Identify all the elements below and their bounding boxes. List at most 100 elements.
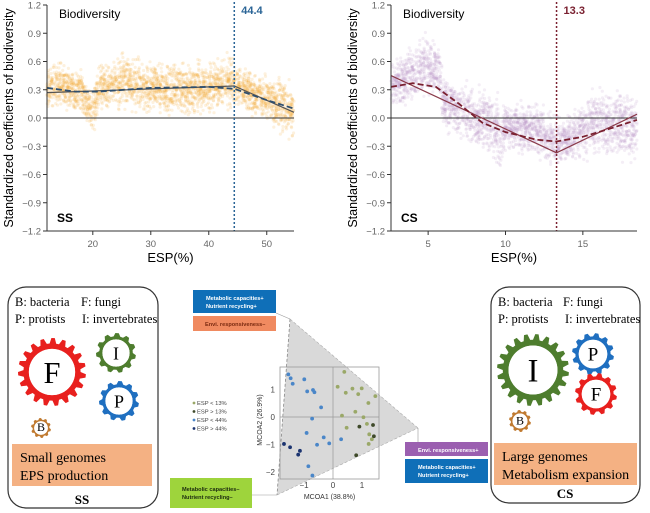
cloud-point (285, 102, 290, 106)
cloud-point (169, 66, 173, 70)
cloud-point (113, 86, 117, 90)
cloud-point (161, 78, 165, 82)
cloud-point (56, 85, 60, 89)
cloud-point (178, 71, 182, 75)
cloud-point (286, 122, 290, 126)
cloud-point (218, 77, 222, 81)
cloud-point (150, 82, 154, 86)
cloud-point (183, 95, 188, 100)
cloud-point (264, 104, 268, 108)
cloud-point (145, 78, 149, 82)
cloud-point (289, 93, 293, 97)
ss-biodiversity-chart: 44.4−1.2−0.9−0.6−0.30.00.30.60.91.220 30 4… (2, 1, 296, 265)
cloud-point (250, 77, 254, 81)
cloud-point (237, 94, 241, 99)
cloud-point (172, 94, 176, 98)
cloud-point (197, 75, 201, 79)
cloud-point (247, 106, 251, 110)
cloud-point (243, 84, 247, 88)
cloud-point (254, 102, 258, 106)
cloud-point (82, 107, 86, 111)
cloud-point (47, 79, 51, 83)
cloud-point (87, 112, 91, 116)
cloud-point (247, 79, 251, 83)
cloud-point (79, 83, 83, 87)
cloud-point (131, 91, 135, 95)
cloud-point (288, 113, 292, 117)
cloud-point (520, 152, 525, 156)
cloud-point (105, 85, 109, 89)
cloud-point (211, 61, 215, 65)
cloud-point (198, 89, 202, 93)
cloud-point (51, 104, 55, 108)
cloud-point (168, 100, 172, 104)
cloud-point (602, 122, 606, 126)
cloud-point (214, 65, 218, 69)
cloud-point (112, 78, 116, 83)
cloud-point (444, 87, 448, 91)
cloud-point (212, 94, 216, 98)
cloud-point (216, 91, 220, 95)
cloud-point (114, 77, 118, 81)
cloud-point (278, 84, 282, 88)
cloud-point (176, 79, 180, 83)
y-tick-label: −1.2 (22, 227, 41, 238)
cloud-point (455, 130, 459, 134)
cloud-point (214, 88, 218, 92)
cloud-point (248, 83, 252, 87)
cloud-point (126, 76, 130, 80)
cloud-point (411, 59, 415, 63)
cloud-point (549, 162, 553, 166)
cloud-point (241, 94, 245, 98)
cloud-point (213, 78, 217, 82)
cloud-point (141, 75, 145, 79)
cloud-point (125, 68, 129, 72)
cloud-point (216, 77, 220, 82)
cloud-point (593, 107, 598, 111)
cloud-point (218, 71, 222, 75)
cloud-point (487, 145, 491, 149)
cloud-point (141, 97, 145, 102)
cloud-point (99, 100, 104, 104)
cloud-point (253, 99, 257, 104)
cloud-point (421, 52, 425, 56)
cloud-point (183, 104, 187, 108)
cloud-point (120, 83, 124, 88)
cloud-point (218, 68, 222, 73)
cloud-point (260, 102, 264, 106)
cloud-point (116, 107, 121, 111)
cloud-point (120, 52, 124, 56)
cloud-point (585, 148, 589, 152)
cloud-point (608, 145, 612, 149)
cloud-point (256, 97, 260, 101)
cloud-point (74, 100, 78, 104)
cloud-point (124, 62, 128, 66)
cloud-point (167, 72, 171, 76)
cloud-point (274, 97, 278, 101)
cloud-point (93, 102, 97, 106)
cloud-point (222, 67, 226, 71)
cloud-point (117, 79, 121, 84)
cloud-point (264, 101, 268, 105)
cloud-point (191, 83, 195, 87)
cloud-point (238, 74, 242, 78)
cloud-point (178, 100, 182, 104)
cloud-point (282, 108, 286, 112)
cloud-point (107, 85, 111, 89)
cloud-point (249, 96, 253, 100)
cloud-point (283, 91, 287, 95)
cloud-point (208, 82, 212, 86)
cloud-point (265, 114, 269, 118)
cloud-point (281, 130, 285, 134)
cloud-point (194, 72, 199, 76)
cloud-point (263, 101, 267, 105)
cloud-point (236, 80, 241, 84)
cloud-point (291, 114, 295, 118)
cloud-point (134, 85, 138, 89)
cloud-point (200, 73, 204, 77)
cloud-point (243, 67, 247, 71)
cloud-point (252, 91, 257, 95)
cloud-point (144, 93, 148, 97)
cloud-point (230, 75, 235, 79)
